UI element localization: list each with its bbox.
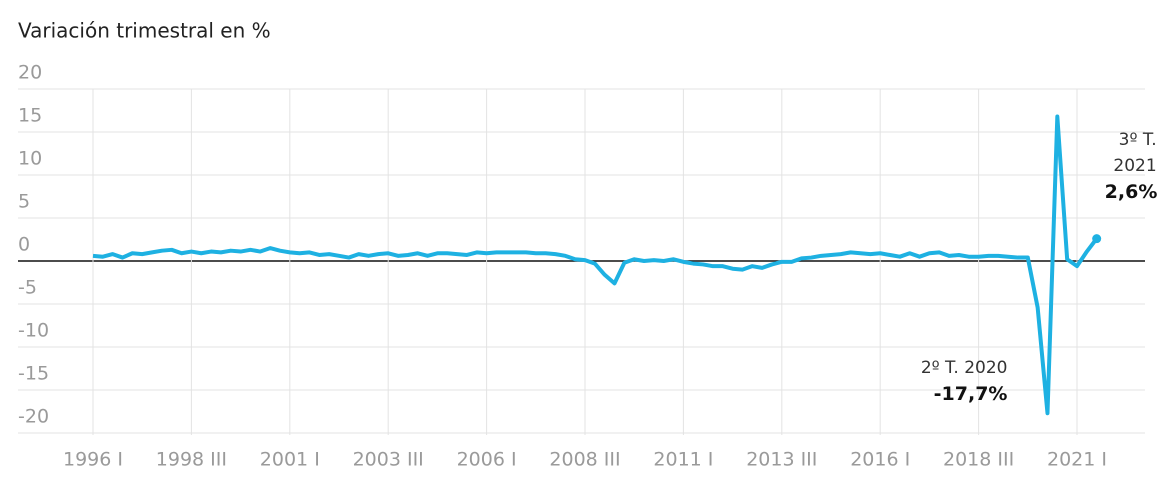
x-tick-label: 2018 III bbox=[943, 449, 1014, 471]
x-tick-label: 2003 III bbox=[353, 449, 424, 471]
y-tick-label: 5 bbox=[18, 191, 30, 213]
x-tick-label: 2011 I bbox=[653, 449, 713, 471]
x-tick-label: 2021 I bbox=[1047, 449, 1107, 471]
x-tick-label: 1998 III bbox=[156, 449, 227, 471]
y-tick-label: -5 bbox=[18, 277, 37, 299]
x-tick-label: 1996 I bbox=[63, 449, 123, 471]
x-tick-label: 2006 I bbox=[457, 449, 517, 471]
annotation-text: 3º T. 2021 bbox=[1113, 129, 1157, 176]
x-tick-label: 2001 I bbox=[260, 449, 320, 471]
y-tick-label: 10 bbox=[18, 148, 42, 170]
annotation: 2º T. 2020 -17,7% bbox=[921, 355, 1008, 407]
value-label: -17,7% bbox=[933, 383, 1008, 406]
y-tick-label: 15 bbox=[18, 105, 42, 127]
y-tick-label: 0 bbox=[18, 234, 30, 256]
y-tick-label: -15 bbox=[18, 363, 49, 385]
x-tick-label: 2013 III bbox=[746, 449, 817, 471]
value-label: 2,6% bbox=[1104, 180, 1158, 203]
y-tick-label: -10 bbox=[18, 320, 49, 342]
annotation: 3º T. 2021 2,6% bbox=[1104, 127, 1158, 205]
x-tick-label: 2016 I bbox=[850, 449, 910, 471]
end-dot bbox=[1092, 234, 1102, 244]
annotation-text: 2º T. 2020 bbox=[920, 358, 1008, 379]
y-tick-label: 20 bbox=[18, 62, 42, 84]
x-tick-label: 2008 III bbox=[549, 449, 620, 471]
y-tick-label: -20 bbox=[18, 406, 49, 428]
chart-subtitle: Variación trimestral en % bbox=[18, 19, 271, 43]
data-line bbox=[92, 114, 1099, 416]
